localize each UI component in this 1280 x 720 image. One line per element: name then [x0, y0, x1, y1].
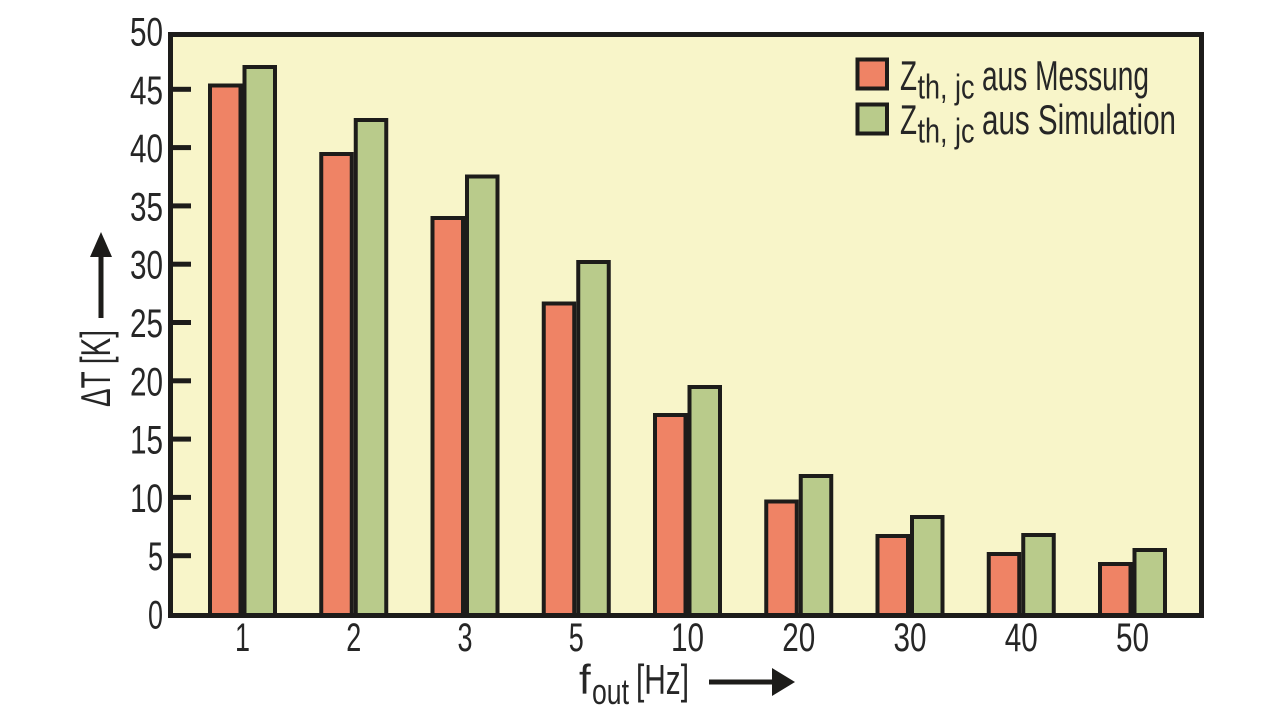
svg-text:50: 50 — [130, 11, 163, 55]
svg-text:aus Simulation: aus Simulation — [982, 96, 1176, 143]
svg-text:5: 5 — [569, 616, 584, 660]
svg-text:3: 3 — [458, 616, 473, 660]
svg-text:20: 20 — [130, 360, 163, 404]
svg-text:f: f — [579, 656, 591, 703]
svg-text:out: out — [592, 671, 629, 712]
svg-text:th, jc: th, jc — [918, 69, 975, 107]
svg-text:[Hz]: [Hz] — [636, 656, 689, 703]
svg-text:Z: Z — [900, 52, 917, 99]
svg-text:10: 10 — [671, 616, 704, 660]
svg-text:10: 10 — [130, 477, 163, 521]
svg-text:30: 30 — [894, 616, 927, 660]
svg-text:2: 2 — [346, 616, 361, 660]
svg-text:ΔT [K]: ΔT [K] — [72, 330, 119, 407]
svg-text:30: 30 — [130, 244, 163, 288]
svg-text:40: 40 — [1005, 616, 1038, 660]
svg-text:25: 25 — [130, 302, 163, 346]
svg-text:40: 40 — [130, 127, 163, 171]
svg-text:50: 50 — [1116, 616, 1149, 660]
svg-text:th, jc: th, jc — [918, 113, 975, 151]
svg-text:5: 5 — [148, 535, 163, 579]
svg-text:45: 45 — [130, 69, 163, 113]
svg-text:15: 15 — [130, 419, 163, 463]
svg-text:35: 35 — [130, 185, 163, 229]
svg-text:aus Messung: aus Messung — [982, 52, 1149, 99]
svg-text:1: 1 — [235, 616, 250, 660]
svg-text:0: 0 — [148, 594, 163, 638]
svg-text:20: 20 — [782, 616, 815, 660]
svg-text:Z: Z — [900, 96, 917, 143]
